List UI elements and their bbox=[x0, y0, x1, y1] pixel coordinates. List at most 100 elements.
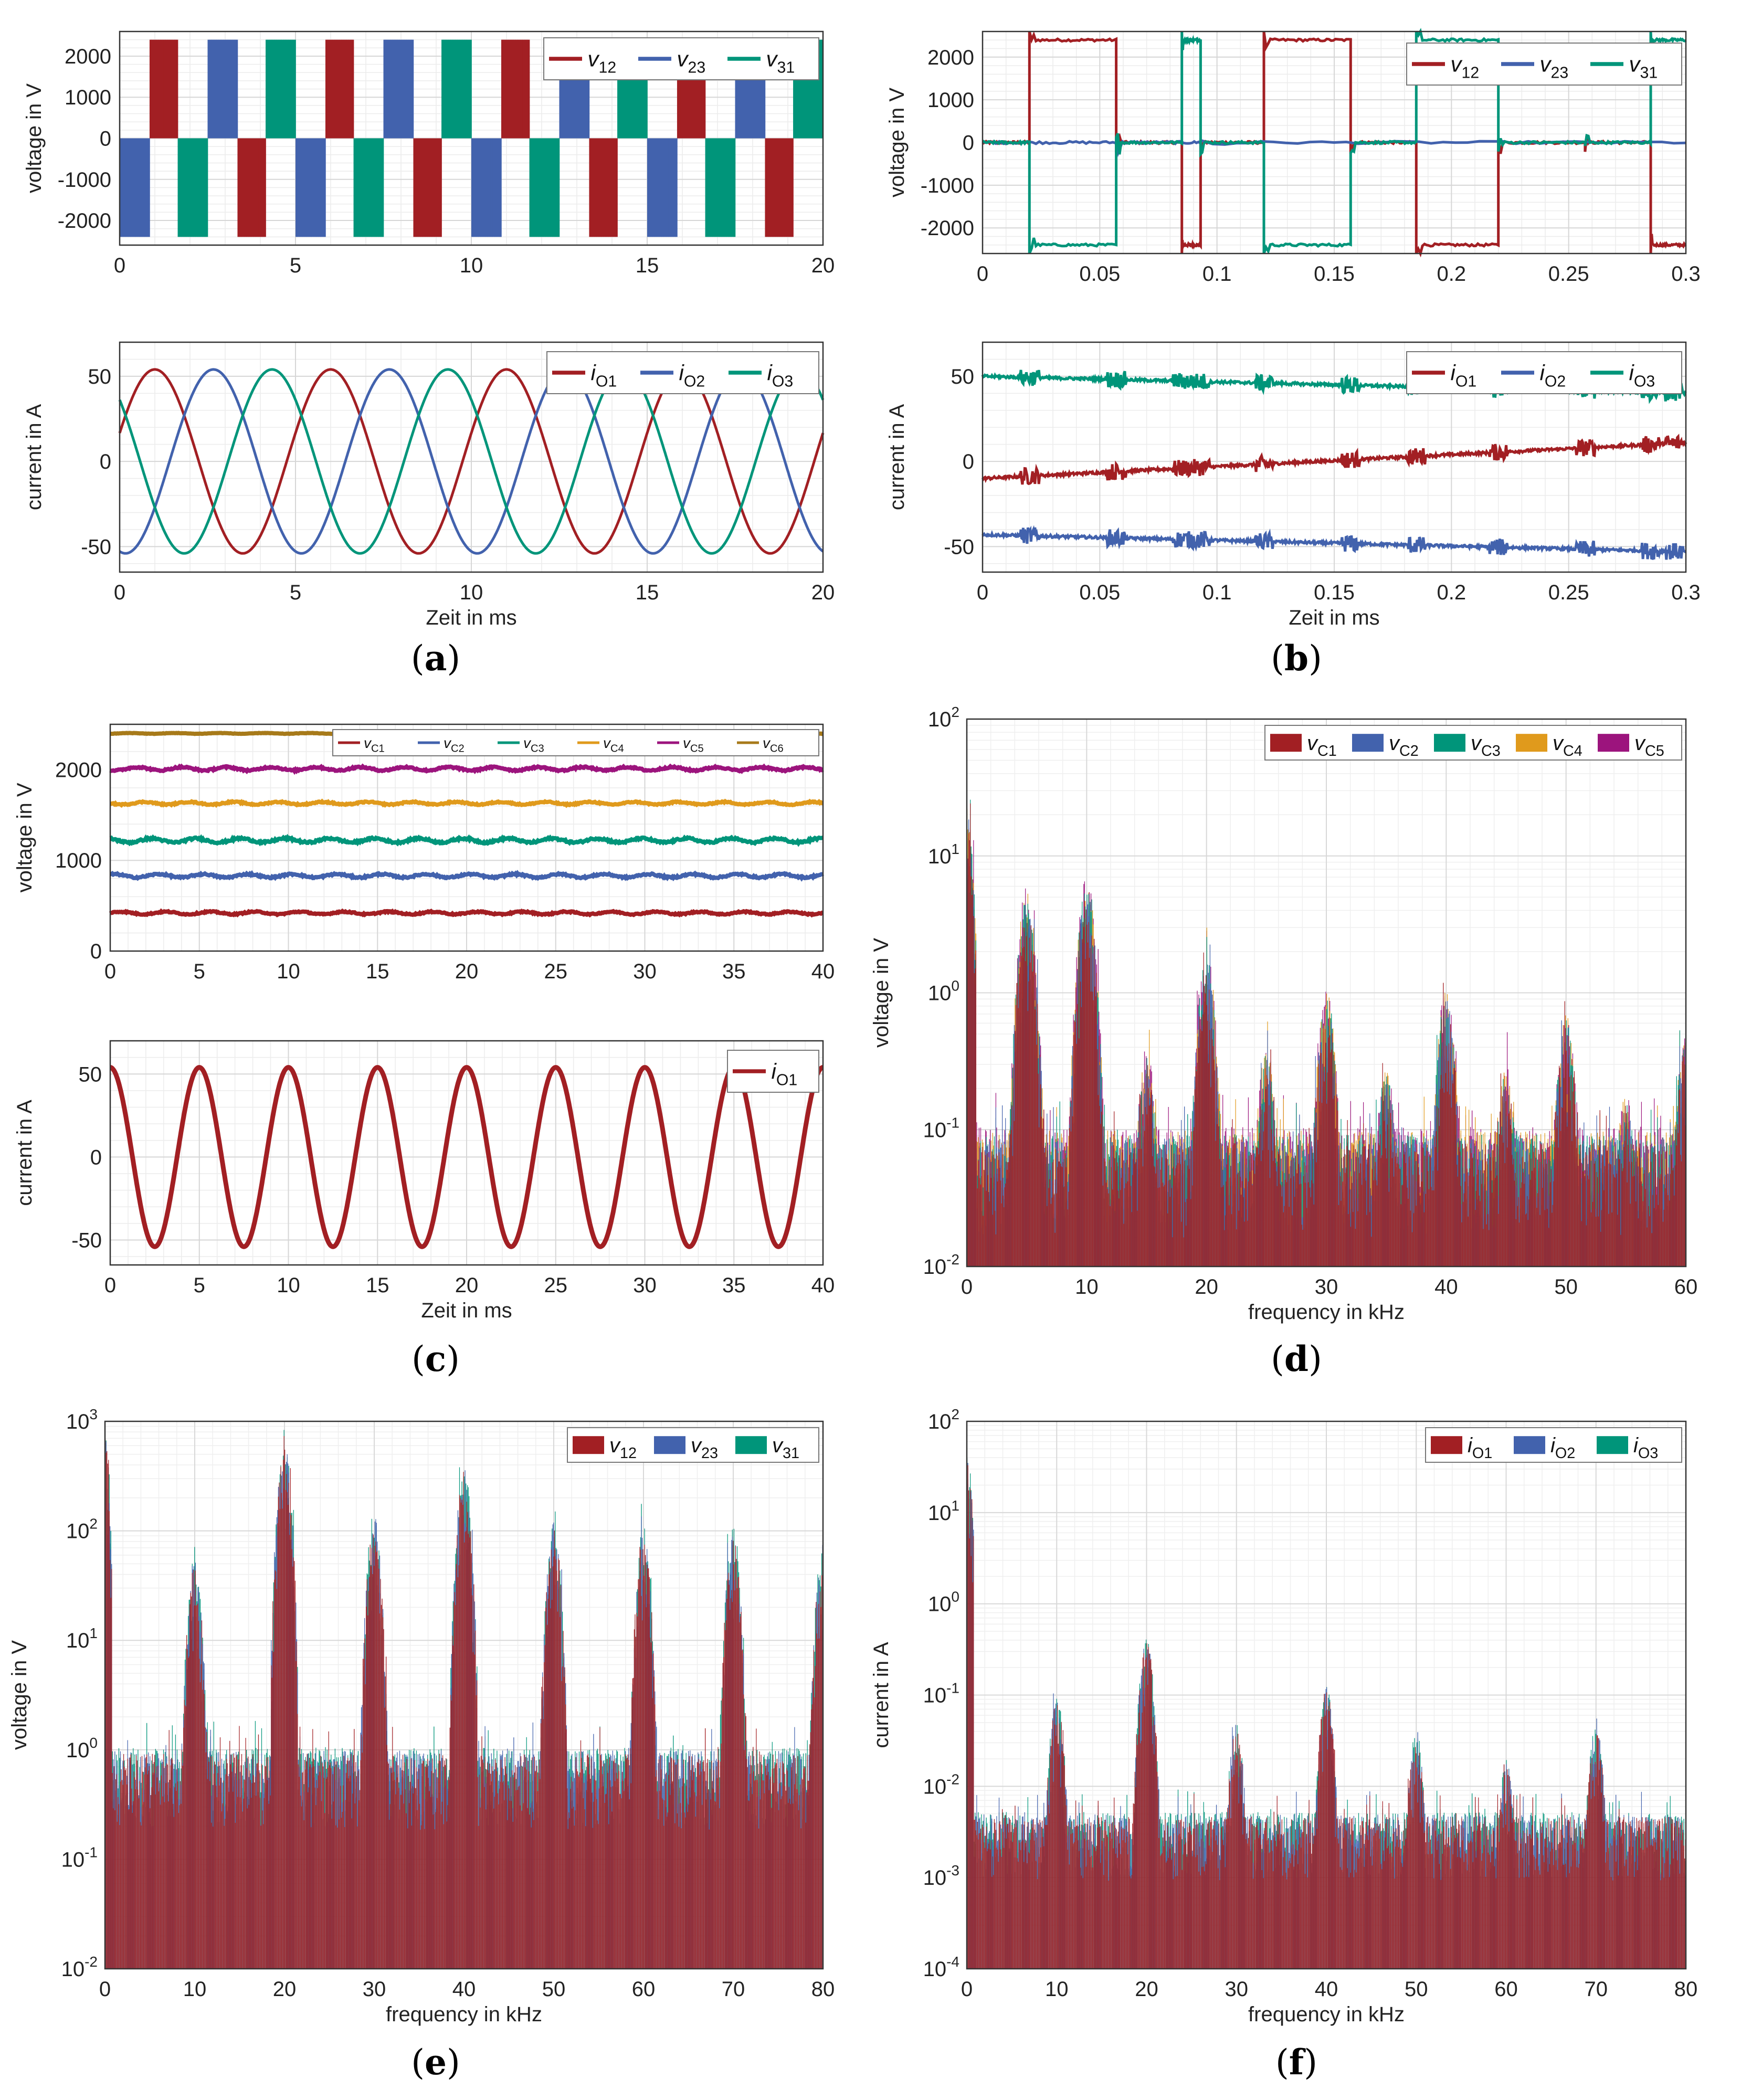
y-tick-label: 100 bbox=[928, 978, 959, 1005]
x-tick-label: 10 bbox=[277, 960, 300, 983]
legend-swatch-vC3 bbox=[1434, 734, 1465, 752]
y-tick-label: 0 bbox=[963, 450, 974, 473]
legend-label-iO2: iO2 bbox=[679, 361, 705, 391]
y-tick-label: -50 bbox=[71, 1229, 102, 1252]
y-tick-label: 10-4 bbox=[923, 1954, 959, 1981]
legend-swatch-iO1 bbox=[1431, 1436, 1462, 1454]
legend-label-vC4: vC4 bbox=[603, 735, 624, 755]
series-vC2 bbox=[110, 870, 825, 882]
chart-f: 0 10 20 30 40 50 60 70 80 10-4 10-3 10-2 10-1 100 101 1… bbox=[870, 1406, 1697, 2026]
legend: v12 v23 v31 bbox=[567, 1427, 819, 1463]
y-tick-label: 1000 bbox=[927, 89, 974, 112]
legend: v12 v23 v31 bbox=[543, 37, 819, 80]
y-tick-label: -50 bbox=[944, 535, 974, 558]
series-iO2 bbox=[119, 368, 824, 555]
x-tick-label: 0 bbox=[99, 1978, 111, 2001]
series-vC3 bbox=[109, 833, 824, 847]
legend-label-vC2: vC2 bbox=[444, 735, 465, 755]
legend: iO1 iO2 iO3 bbox=[1425, 1427, 1682, 1463]
legend-label-v23: v23 bbox=[691, 1434, 718, 1462]
x-tick-label: 0 bbox=[977, 262, 988, 286]
x-axis-label: frequency in kHz bbox=[1248, 2003, 1405, 2026]
series-v23 bbox=[120, 39, 766, 237]
x-tick-label: 60 bbox=[1674, 1275, 1698, 1299]
x-tick-label: 30 bbox=[363, 1978, 386, 2001]
x-tick-label: 0.3 bbox=[1671, 262, 1701, 286]
legend-swatch-vC4 bbox=[1516, 734, 1547, 752]
x-tick-label: 10 bbox=[1045, 1978, 1069, 2001]
x-tick-label: 10 bbox=[1075, 1275, 1099, 1299]
x-tick-label: 10 bbox=[460, 254, 483, 277]
series-vC1 bbox=[109, 908, 824, 918]
x-tick-label: 0 bbox=[104, 960, 116, 983]
y-tick-label: 10-2 bbox=[61, 1954, 98, 1981]
y-tick-label: 0 bbox=[100, 450, 111, 473]
legend-label-v31: v31 bbox=[1629, 52, 1658, 82]
chart-c-top: 0 5 10 15 20 25 30 35 40 0 1000 2000 vC1 vC2 vC3 vC4 vC5… bbox=[13, 723, 835, 983]
series-v31 bbox=[982, 28, 1687, 255]
y-tick-label: 10-1 bbox=[61, 1844, 98, 1871]
y-tick-label: 50 bbox=[88, 365, 112, 388]
axes-frame bbox=[109, 723, 824, 952]
legend-label-vC5: vC5 bbox=[683, 735, 704, 755]
axes-frame bbox=[104, 1420, 824, 1970]
x-tick-label: 5 bbox=[194, 960, 205, 983]
series-iO1 bbox=[981, 434, 1687, 486]
series-v31 bbox=[177, 39, 824, 237]
legend-swatch-iO2 bbox=[1514, 1436, 1545, 1454]
chart-e: 0 10 20 30 40 50 60 70 80 10-2 10-1 100 101 102 103 v12… bbox=[8, 1406, 835, 2026]
x-tick-label: 40 bbox=[1434, 1275, 1458, 1299]
legend-label-iO2: iO2 bbox=[1540, 361, 1566, 391]
legend-label-v31: v31 bbox=[766, 47, 795, 77]
x-tick-label: 0 bbox=[961, 1978, 973, 2001]
x-tick-label: 25 bbox=[544, 1274, 568, 1297]
legend-label-vC6: vC6 bbox=[763, 735, 784, 755]
legend-label-iO1: iO1 bbox=[772, 1059, 798, 1089]
y-tick-label: -1000 bbox=[58, 168, 111, 192]
x-tick-label: 70 bbox=[1585, 1978, 1608, 2001]
axes-frame bbox=[109, 1040, 824, 1266]
x-tick-label: 0 bbox=[114, 581, 125, 604]
y-tick-label: -2000 bbox=[58, 209, 111, 233]
y-tick-label: 102 bbox=[928, 704, 959, 731]
legend: iO1 iO2 iO3 bbox=[1406, 351, 1682, 394]
y-tick-label: -1000 bbox=[921, 174, 974, 197]
legend: iO1 iO2 iO3 bbox=[546, 351, 819, 394]
y-tick-label: 10-1 bbox=[923, 1114, 959, 1142]
x-tick-label: 30 bbox=[1225, 1978, 1249, 2001]
caption-d: (d) bbox=[1271, 1338, 1322, 1379]
x-tick-label: 0.25 bbox=[1548, 262, 1589, 286]
x-tick-label: 0.05 bbox=[1079, 581, 1120, 604]
x-axis-label: frequency in kHz bbox=[386, 2003, 542, 2026]
legend-swatch-v23 bbox=[654, 1436, 685, 1454]
legend-swatch-iO3 bbox=[1597, 1436, 1628, 1454]
y-tick-label: 10-2 bbox=[923, 1771, 959, 1798]
x-tick-label: 20 bbox=[1135, 1978, 1158, 2001]
x-tick-label: 50 bbox=[1554, 1275, 1578, 1299]
caption-e: (e) bbox=[411, 2042, 460, 2083]
x-tick-label: 30 bbox=[1315, 1275, 1338, 1299]
legend-label-iO1: iO1 bbox=[1451, 361, 1477, 391]
legend-box bbox=[543, 37, 819, 80]
x-tick-label: 0 bbox=[104, 1274, 116, 1297]
y-tick-label: 10-2 bbox=[923, 1251, 959, 1279]
x-tick-label: 40 bbox=[811, 960, 835, 983]
legend-swatch-v12 bbox=[573, 1436, 604, 1454]
x-tick-label: 15 bbox=[636, 581, 659, 604]
x-tick-label: 60 bbox=[1494, 1978, 1518, 2001]
legend-label-v12: v12 bbox=[588, 47, 617, 77]
caption-f: (f) bbox=[1275, 2042, 1317, 2083]
series-iO3 bbox=[118, 368, 825, 555]
y-axis-label: voltage in V bbox=[885, 88, 909, 197]
x-tick-label: 80 bbox=[1674, 1978, 1698, 2001]
axes-frame bbox=[966, 718, 1687, 1268]
y-tick-label: 102 bbox=[928, 1406, 959, 1433]
y-axis-label: voltage in V bbox=[13, 783, 36, 892]
legend-box bbox=[1406, 43, 1682, 86]
legend: vC1 vC2 vC3 vC4 vC5 bbox=[1264, 725, 1682, 761]
y-tick-label: 2000 bbox=[55, 758, 102, 782]
series-vC4 bbox=[110, 798, 824, 808]
